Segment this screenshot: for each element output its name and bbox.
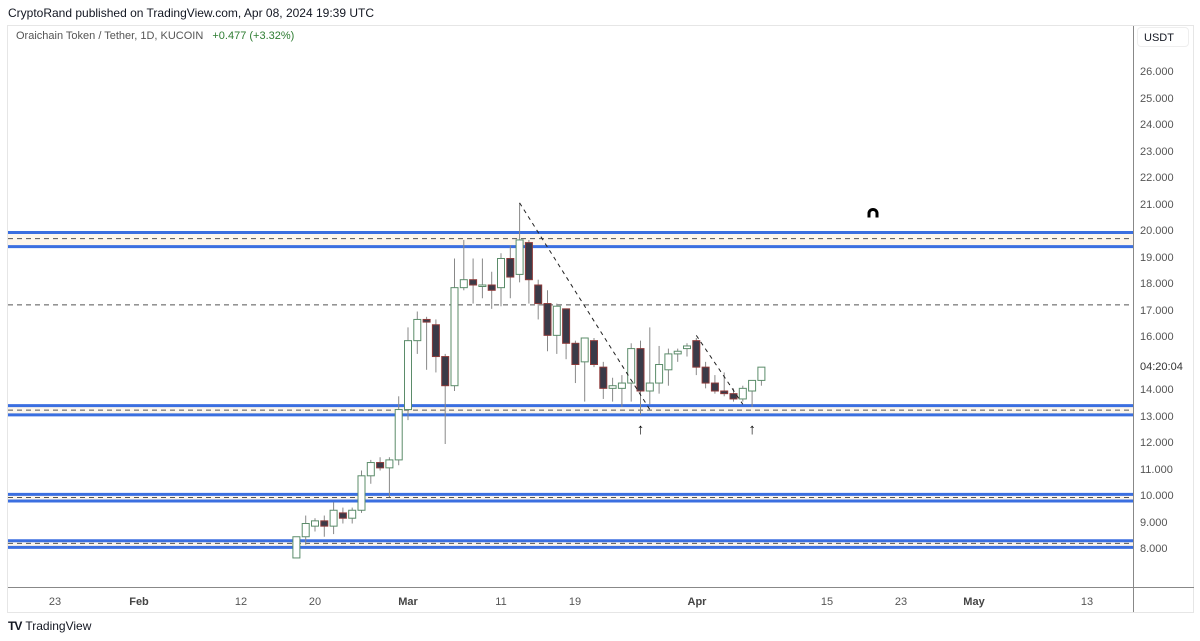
time-tick-label: Apr: [687, 596, 707, 608]
candle[interactable]: [459, 239, 468, 291]
candle[interactable]: [543, 290, 552, 352]
trendline[interactable]: [695, 335, 744, 405]
candle[interactable]: [338, 507, 347, 524]
time-tick-label: 13: [1080, 596, 1094, 608]
price-tick-label: 16.000: [1140, 331, 1174, 343]
price-tick-label: 19.000: [1140, 251, 1174, 264]
candle[interactable]: [608, 377, 617, 402]
price-tick-label: 26.000: [1140, 66, 1174, 78]
time-axis-separator: [8, 587, 1194, 588]
tradingview-brand[interactable]: TV TradingView: [8, 619, 91, 633]
candle[interactable]: [664, 348, 673, 386]
price-tick-label: 24.000: [1140, 119, 1174, 131]
candle[interactable]: [515, 202, 524, 283]
candle[interactable]: [738, 385, 747, 402]
price-tick-label: 11.000: [1140, 463, 1173, 476]
candle[interactable]: [431, 319, 440, 373]
candle[interactable]: [301, 515, 310, 545]
price-tick-label: 17.000: [1140, 304, 1174, 317]
symbol-title[interactable]: Oraichain Token / Tether, 1D, KUCOIN: [16, 30, 204, 42]
candle[interactable]: [348, 507, 357, 524]
brand-name: TradingView: [25, 619, 92, 633]
candle[interactable]: [655, 345, 664, 394]
candle[interactable]: [292, 536, 301, 559]
candle[interactable]: [366, 459, 375, 484]
published-line: CryptoRand published on TradingView.com,…: [8, 6, 374, 20]
time-tick-label: 12: [234, 596, 248, 608]
time-tick-label: 23: [48, 596, 62, 608]
time-tick-label: 19: [568, 596, 582, 608]
time-tick-label: 15: [820, 596, 834, 608]
price-tick-label: 10.000: [1140, 490, 1174, 502]
price-tick-label: 14.000: [1140, 384, 1174, 396]
price-tick-label: 25.000: [1140, 92, 1174, 105]
candle[interactable]: [757, 366, 766, 386]
candle[interactable]: [552, 303, 561, 354]
price-tick-label: 20.000: [1140, 225, 1174, 237]
zone-fill: [8, 232, 1133, 247]
time-tick-label: 23: [894, 596, 908, 608]
candle[interactable]: [627, 343, 636, 402]
symbol-legend: Oraichain Token / Tether, 1D, KUCOIN +0.…: [16, 30, 294, 42]
candle[interactable]: [450, 258, 459, 392]
candle[interactable]: [469, 258, 478, 304]
candle[interactable]: [645, 327, 654, 405]
candle[interactable]: [710, 375, 719, 394]
candle[interactable]: [357, 470, 366, 513]
candle[interactable]: [487, 271, 496, 309]
candle[interactable]: [571, 340, 580, 384]
candle[interactable]: [506, 245, 515, 299]
candle[interactable]: [590, 338, 598, 368]
time-tick-label: 11: [495, 596, 507, 608]
zone-fill: [8, 540, 1133, 548]
candle[interactable]: [320, 515, 329, 537]
price-tick-label: 12.000: [1140, 437, 1174, 449]
price-tick-label: 18.000: [1140, 278, 1174, 290]
price-tick-label: 9.000: [1140, 516, 1168, 529]
price-tick-label: 22.000: [1140, 172, 1174, 184]
price-axis-separator: [1133, 26, 1134, 612]
candle[interactable]: [441, 353, 450, 444]
candle[interactable]: [534, 279, 543, 320]
candle[interactable]: [701, 361, 710, 389]
candle[interactable]: [376, 457, 385, 471]
candle[interactable]: [524, 239, 533, 304]
arrow-up-icon[interactable]: ↑: [748, 421, 756, 438]
currency-button[interactable]: USDT: [1137, 27, 1189, 47]
candle[interactable]: [562, 308, 571, 360]
candle[interactable]: [673, 348, 682, 362]
price-tick-label: 8.000: [1140, 543, 1168, 555]
tradingview-logo-icon: TV: [8, 619, 22, 633]
candle[interactable]: [617, 375, 626, 407]
candle[interactable]: [692, 338, 701, 376]
candle[interactable]: [413, 311, 422, 354]
candle[interactable]: [580, 337, 589, 402]
candle[interactable]: [748, 379, 757, 407]
chart-pane[interactable]: ↑ ↑: [8, 26, 1133, 586]
candle[interactable]: [394, 396, 403, 466]
time-tick-label: May: [963, 596, 985, 608]
candle[interactable]: [636, 340, 645, 415]
magnet-icon[interactable]: [867, 207, 879, 218]
candle[interactable]: [311, 518, 319, 532]
price-tick-label: 23.000: [1140, 145, 1174, 158]
candle[interactable]: [478, 258, 487, 299]
time-tick-label: 20: [308, 596, 322, 608]
price-tick-label: 21.000: [1140, 198, 1174, 211]
candle[interactable]: [329, 502, 338, 535]
time-tick-label: Mar: [398, 596, 418, 608]
chart-frame: [7, 25, 1194, 613]
candle[interactable]: [599, 361, 608, 399]
price-tick-label: 13.000: [1140, 410, 1174, 423]
trendline[interactable]: [519, 202, 651, 410]
bar-countdown-label: 04:20:04: [1140, 361, 1183, 373]
candle[interactable]: [422, 316, 431, 370]
time-tick-label: Feb: [129, 596, 149, 608]
candle[interactable]: [497, 253, 505, 307]
arrow-up-icon[interactable]: ↑: [637, 421, 645, 438]
candle[interactable]: [683, 343, 691, 357]
candle[interactable]: [385, 457, 394, 497]
candle[interactable]: [404, 327, 412, 421]
price-change: +0.477 (+3.32%): [212, 30, 295, 42]
